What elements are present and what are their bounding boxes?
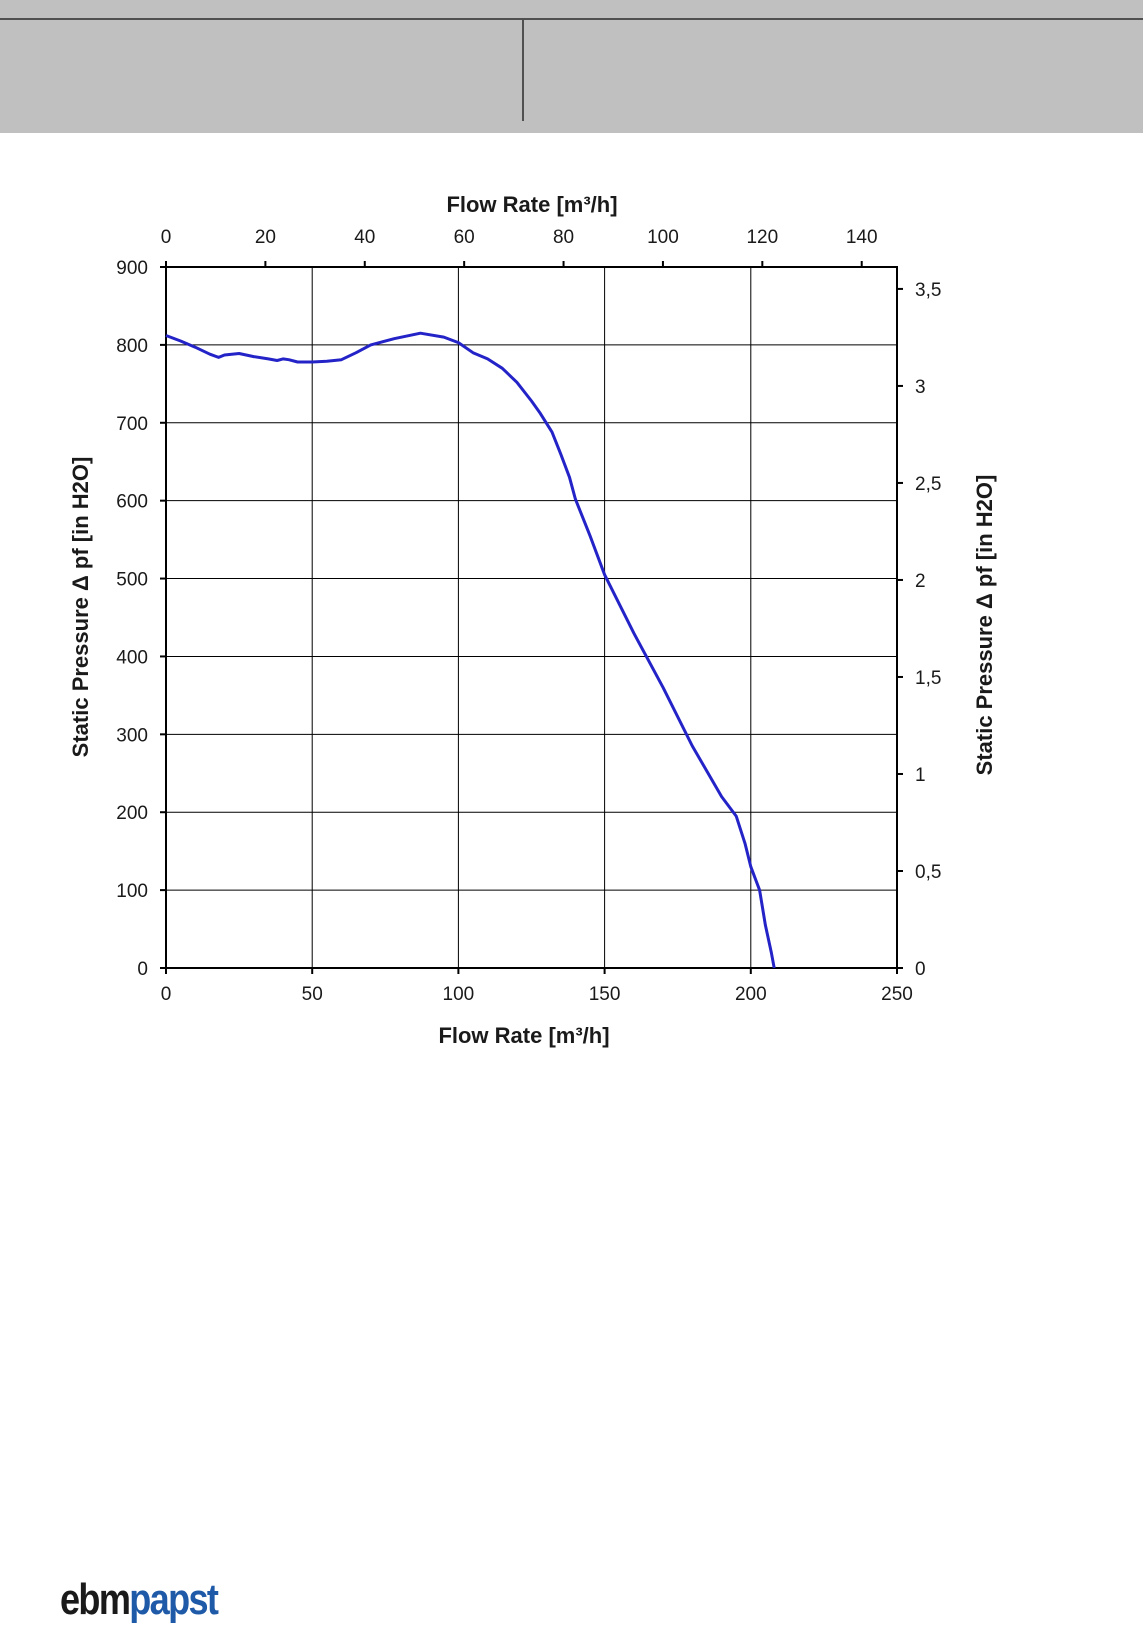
y-tick-label: 100 — [116, 881, 148, 902]
y-tick-label: 800 — [116, 336, 148, 357]
header-top-line — [0, 18, 1143, 20]
y-tick-label: 700 — [116, 414, 148, 435]
ebmpapst-logo: ebmpapst — [60, 1575, 219, 1624]
series-line — [165, 331, 776, 969]
x2-tick-label: 60 — [454, 227, 475, 248]
header-band — [0, 0, 1143, 133]
y-axis-title-right: Static Pressure Δ pf [in H2O] — [972, 475, 997, 776]
x-tick-label: 200 — [735, 984, 767, 1005]
x2-tick-label: 0 — [161, 227, 172, 248]
y2-tick-label: 3,5 — [915, 280, 941, 301]
x-tick-label: 0 — [161, 984, 172, 1005]
x-axis-top: 0 20 40 60 80 100 120 140 — [161, 227, 878, 267]
x2-tick-label: 100 — [647, 227, 679, 248]
plot-frame — [165, 266, 898, 969]
logo-ebm: ebm — [60, 1575, 131, 1624]
y2-tick-label: 0,5 — [915, 862, 941, 883]
y-tick-label: 0 — [137, 959, 148, 980]
y2-tick-label: 1,5 — [915, 668, 941, 689]
x2-tick-label: 80 — [553, 227, 574, 248]
y-axis-left: 0 100 200 300 400 500 600 700 800 900 — [116, 258, 166, 980]
y2-tick-label: 0 — [915, 959, 926, 980]
y-tick-label: 500 — [116, 570, 148, 591]
y-axis-title-left: Static Pressure Δ pf [in H2O] — [68, 457, 93, 758]
y2-tick-label: 1 — [915, 765, 926, 786]
y-tick-label: 900 — [116, 258, 148, 279]
x-axis-bottom: 0 50 100 150 200 250 — [161, 968, 913, 1005]
y-tick-label: 400 — [116, 647, 148, 668]
y2-tick-label: 3 — [915, 377, 926, 398]
x2-tick-label: 20 — [255, 227, 276, 248]
x-axis-title-bottom: Flow Rate [m³/h] — [438, 1023, 609, 1048]
x-axis-title-top: Flow Rate [m³/h] — [446, 192, 617, 217]
x-tick-label: 100 — [443, 984, 475, 1005]
x2-tick-label: 140 — [846, 227, 878, 248]
chart-grid — [165, 266, 898, 969]
y-axis-right: 0 0,5 1 1,5 2 2,5 3 3,5 — [897, 280, 941, 980]
x2-tick-label: 40 — [354, 227, 375, 248]
y2-tick-label: 2,5 — [915, 474, 941, 495]
x-tick-label: 150 — [589, 984, 621, 1005]
y-tick-label: 300 — [116, 725, 148, 746]
y2-tick-label: 2 — [915, 571, 926, 592]
x-tick-label: 250 — [881, 984, 913, 1005]
header-divider — [522, 18, 524, 121]
x2-tick-label: 120 — [746, 227, 778, 248]
fan-curve-chart: 0 50 100 150 200 250 0 20 40 60 80 100 120 140 01002… — [68, 192, 997, 1048]
x-tick-label: 50 — [302, 984, 323, 1005]
logo-papst: papst — [129, 1575, 219, 1624]
y-tick-label: 600 — [116, 492, 148, 513]
y-tick-label: 200 — [116, 803, 148, 824]
